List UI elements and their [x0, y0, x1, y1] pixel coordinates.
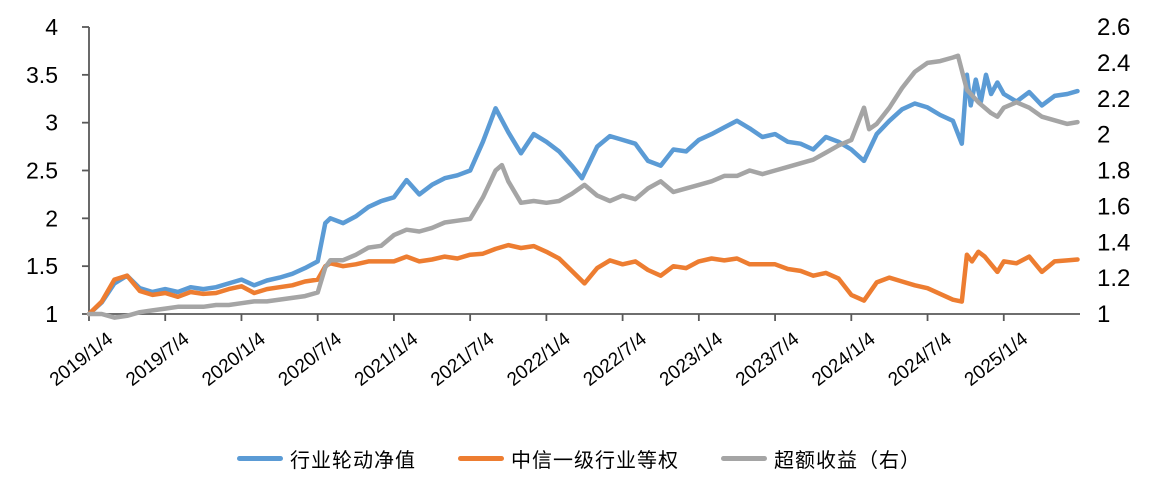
- x-tick-label: 2025/1/4: [961, 328, 1033, 390]
- x-tick-label: 2023/7/4: [732, 328, 804, 390]
- chart-legend: 行业轮动净值 中信一级行业等权 超额收益（右）: [59, 444, 1099, 473]
- legend-label: 行业轮动净值: [290, 450, 416, 472]
- y-right-tick-label: 1.8: [1097, 158, 1130, 185]
- legend-label: 中信一级行业等权: [511, 450, 679, 472]
- y-left-tick-label: 3.5: [26, 62, 58, 88]
- y-left-tick-label: 1.5: [26, 253, 58, 279]
- y-left-tick-label: 2: [45, 205, 58, 231]
- legend-swatch: [721, 456, 767, 461]
- legend-swatch: [237, 456, 283, 461]
- y-right-tick-label: 2.6: [1097, 14, 1130, 41]
- x-tick-label: 2021/1/4: [351, 328, 423, 390]
- y-right-tick-label: 1: [1097, 301, 1110, 328]
- legend-swatch: [458, 456, 504, 461]
- series-line-0: [86, 72, 1080, 317]
- y-right-tick-label: 2.4: [1097, 50, 1130, 77]
- x-tick-label: 2021/7/4: [427, 328, 499, 390]
- legend-item-0: 行业轮动净值: [237, 444, 416, 473]
- x-tick-label: 2019/1/4: [46, 328, 118, 390]
- line-chart-plot: 1 1.5 2 2.5 3 3.5 4 1 1.2 1.4 1.6 1.8 2 2.2 2.4 2.6 2019…: [26, 14, 1130, 391]
- y-left-tick-label: 3: [45, 110, 58, 136]
- legend-item-2: 超额收益（右）: [721, 444, 921, 473]
- y-right-tick-label: 1.2: [1097, 265, 1130, 292]
- x-tick-label: 2020/7/4: [275, 328, 347, 390]
- y-left-tick-label: 1: [45, 301, 58, 327]
- y-left-tick-label: 2.5: [26, 158, 58, 184]
- x-tick-label: 2022/7/4: [580, 328, 652, 390]
- legend-label: 超额收益（右）: [774, 450, 921, 472]
- y-right-tick-label: 1.4: [1097, 229, 1130, 256]
- y-right-tick-label: 1.6: [1097, 193, 1130, 220]
- x-tick-label: 2023/1/4: [656, 328, 728, 390]
- series-line-2: [86, 53, 1080, 320]
- x-tick-label: 2024/1/4: [808, 328, 880, 390]
- x-tick-label: 2022/1/4: [503, 328, 575, 390]
- y-right-tick-label: 2.2: [1097, 86, 1130, 113]
- y-right-tick-label: 2: [1097, 122, 1110, 149]
- legend-item-1: 中信一级行业等权: [458, 444, 679, 473]
- y-left-tick-label: 4: [45, 14, 58, 40]
- x-tick-label: 2024/7/4: [885, 328, 957, 390]
- x-tick-label: 2019/7/4: [122, 328, 194, 390]
- x-tick-label: 2020/1/4: [198, 328, 270, 390]
- series-line-1: [86, 242, 1080, 317]
